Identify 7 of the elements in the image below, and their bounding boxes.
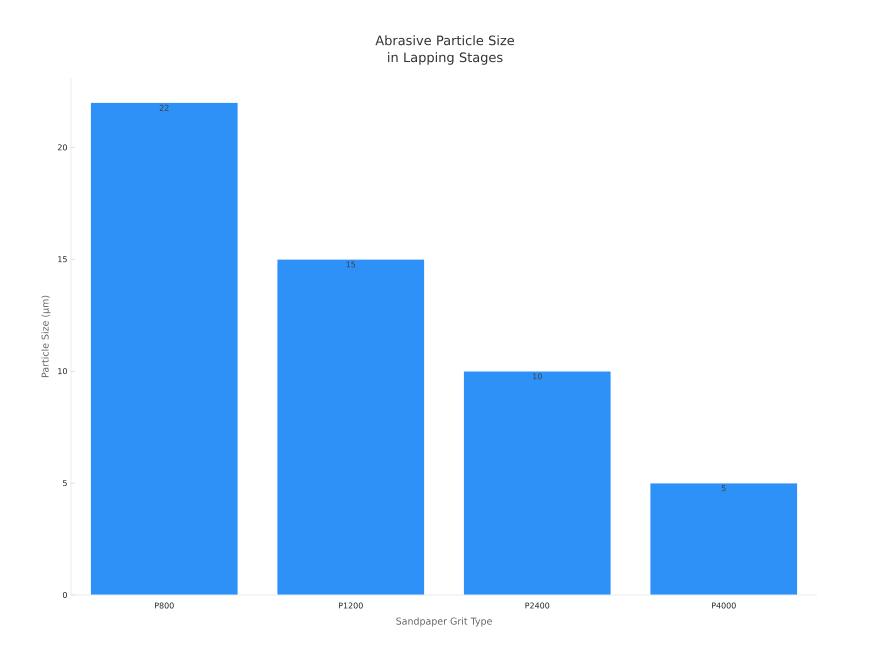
y-axis-title: Particle Size (µm) bbox=[41, 296, 51, 378]
x-axis-title: Sandpaper Grit Type bbox=[396, 617, 492, 627]
bar bbox=[90, 102, 238, 595]
chart-title: Abrasive Particle Size in Lapping Stages bbox=[375, 35, 514, 65]
bar bbox=[463, 370, 612, 595]
bar bbox=[276, 258, 425, 595]
bar bbox=[650, 482, 798, 595]
